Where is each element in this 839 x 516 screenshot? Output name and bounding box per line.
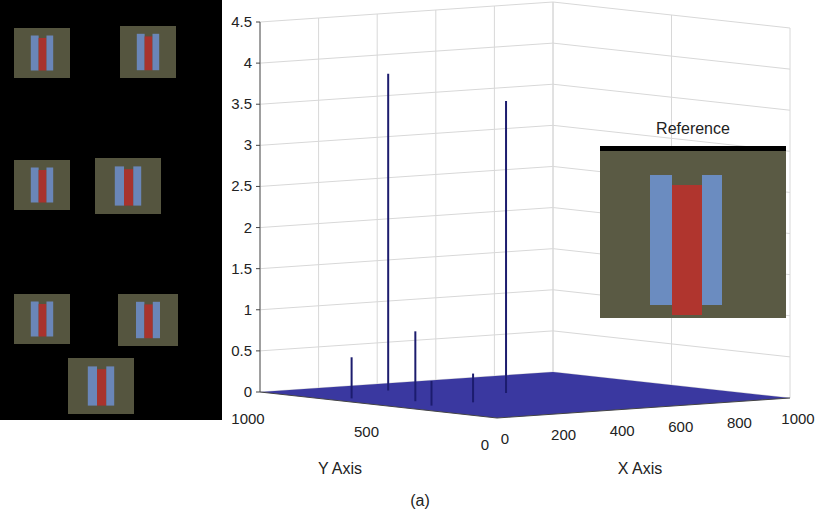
svg-text:Y Axis: Y Axis — [318, 460, 362, 477]
svg-text:800: 800 — [727, 414, 752, 431]
svg-text:3: 3 — [244, 136, 252, 153]
svg-text:2: 2 — [244, 219, 252, 236]
svg-text:1: 1 — [244, 301, 252, 318]
svg-text:200: 200 — [551, 426, 576, 443]
svg-text:500: 500 — [354, 423, 379, 440]
svg-text:4.5: 4.5 — [231, 13, 252, 30]
svg-text:Reference: Reference — [656, 120, 730, 137]
svg-text:X Axis: X Axis — [618, 460, 662, 477]
svg-text:0: 0 — [481, 436, 489, 453]
svg-text:600: 600 — [668, 418, 693, 435]
svg-text:1.5: 1.5 — [231, 260, 252, 277]
svg-text:4: 4 — [244, 54, 252, 71]
svg-text:2.5: 2.5 — [231, 177, 252, 194]
svg-text:0: 0 — [244, 383, 252, 400]
svg-text:1000: 1000 — [781, 410, 814, 427]
svg-text:400: 400 — [610, 422, 635, 439]
svg-text:1000: 1000 — [231, 410, 264, 427]
svg-text:0: 0 — [501, 430, 509, 447]
svg-text:0.5: 0.5 — [231, 342, 252, 359]
svg-text:(a): (a) — [410, 492, 430, 509]
svg-text:3.5: 3.5 — [231, 95, 252, 112]
